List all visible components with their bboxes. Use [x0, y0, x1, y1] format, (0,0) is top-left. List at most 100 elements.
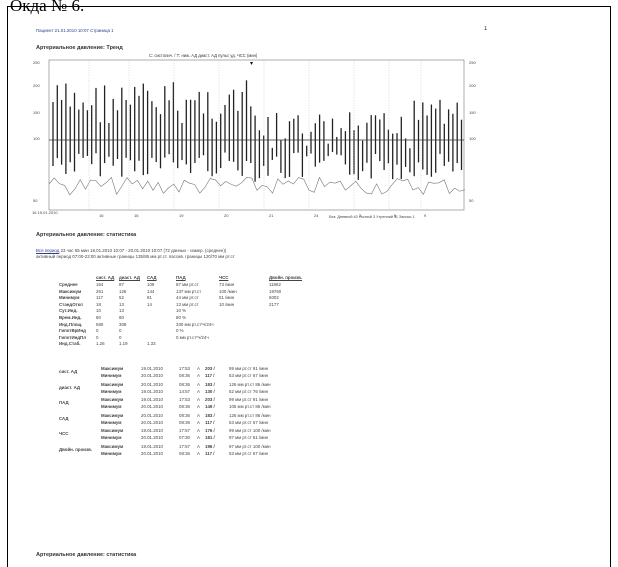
- stats-col-header: ЧСС: [219, 275, 229, 280]
- extremes-v2: 105 мм рт.ст 86 /мин: [229, 404, 271, 409]
- stats-title: Артериальное давление: статистика: [36, 232, 137, 238]
- extremes-kind: Максимум: [101, 381, 124, 387]
- stats-row-label: Инд.Стаб.: [59, 341, 81, 347]
- extremes-v2: 53 мм рт.ст 67 /мин: [229, 419, 269, 425]
- stats-cell: 164: [96, 282, 104, 287]
- stats-cell: 81: [147, 295, 152, 301]
- extremes-v1: 183 /: [205, 381, 215, 387]
- chart-x-tick: 20: [224, 213, 229, 218]
- extremes-time: 17:53: [179, 397, 190, 402]
- extremes-v2: 53 мм рт.ст 67 /мин: [229, 373, 269, 378]
- extremes-time: 07:30: [179, 435, 190, 440]
- extremes-time: 08:36: [179, 404, 190, 409]
- stats-row-label: Инд.Площ.: [59, 321, 83, 327]
- extremes-date: 20.01.2010: [141, 381, 163, 387]
- stats-cell: 13: [119, 301, 124, 307]
- extremes-time: 08:36: [179, 450, 190, 456]
- stats-cell: 87: [119, 282, 124, 287]
- chart-x-tick: 19: [179, 213, 184, 218]
- period-line: Вся период 23 час 55 мин 18.01.2010 10:0…: [36, 248, 226, 253]
- stats-cell: 51 /мин: [219, 295, 235, 301]
- extremes-v2: 99 мм рт.ст 91 /мин: [229, 366, 269, 371]
- stats-row-label: Минимум: [59, 295, 80, 301]
- stats-row-label: Сут.Инд.: [59, 308, 78, 314]
- extremes-v2: 97 мм рт.ст 51 /мин: [229, 435, 269, 440]
- extremes-date: 20.01.2010: [141, 435, 163, 440]
- extremes-flag: A: [197, 397, 200, 402]
- stats-cell: 10: [96, 308, 101, 314]
- extremes-date: 20.01.2010: [141, 450, 163, 456]
- extremes-kind: Максимум: [101, 412, 124, 418]
- extremes-kind: Максимум: [101, 428, 124, 433]
- extremes-kind: Минимум: [101, 388, 122, 394]
- extremes-flag: A: [197, 435, 200, 440]
- stats-col-header: Двойн. произв.: [269, 275, 303, 280]
- extremes-v2: 52 мм рт.ст 76 /мин: [229, 388, 269, 394]
- chart-y-right-tick: 250: [469, 60, 476, 65]
- extremes-flag: A: [197, 381, 200, 387]
- chart-top-legend: С: систолич. / Т: ниж. АД диаст. АД пуль…: [149, 53, 258, 58]
- extremes-time: 08:36: [179, 373, 190, 378]
- extremes-time: 08:36: [179, 412, 190, 418]
- chart-x-tick: 24: [314, 213, 319, 218]
- extremes-date: 19.01.2010: [141, 366, 163, 371]
- extremes-kind: Максимум: [101, 366, 124, 371]
- chart-x-tick: 3: [359, 213, 362, 218]
- period-link[interactable]: Вся период: [36, 248, 60, 253]
- chart-y-left-tick: 100: [33, 136, 40, 141]
- extremes-group-label: ЧСС: [59, 431, 69, 436]
- stats-cell: 126: [119, 288, 127, 294]
- extremes-v1: 183 /: [205, 412, 215, 418]
- chart-x-tick: 6: [394, 213, 397, 218]
- chart-y-right-tick: 100: [469, 136, 476, 141]
- stats-cell: 0: [119, 328, 122, 334]
- stats-cell: 100 /мин: [219, 288, 237, 294]
- stats-cell: 73 /мин: [219, 282, 235, 287]
- stats-cell: 0: [119, 334, 122, 340]
- page-number: 1: [484, 26, 488, 32]
- stats-cell: 52: [119, 295, 124, 301]
- chart-x-tick: 16: [134, 213, 139, 218]
- extremes-date: 19.01.2010: [141, 443, 163, 449]
- document-frame: [7, 6, 611, 567]
- stats-cell: 0 мм рт.ст*ч/24ч: [176, 334, 209, 340]
- stats-cell: 144: [147, 288, 155, 294]
- stats-row-label: ГипотИндПл: [59, 334, 86, 340]
- chart-y-left-tick: 50: [33, 198, 38, 203]
- extremes-flag: A: [197, 443, 200, 449]
- stats-col-header: САД: [147, 275, 157, 280]
- stats-cell: 0 %: [176, 328, 184, 334]
- extremes-flag: A: [197, 412, 200, 418]
- extremes-date: 20.01.2010: [141, 412, 163, 418]
- extremes-time: 17:53: [179, 366, 190, 371]
- stats-row-label: СтандОткл: [59, 301, 83, 307]
- chart-bottom-legend: Без: Дневной 40 Ночной 3 Утренний 11 Зап…: [329, 215, 415, 219]
- extremes-flag: A: [197, 419, 200, 425]
- extremes-group-label: сист. АД: [59, 369, 78, 374]
- chart-y-right-tick: 150: [469, 110, 476, 115]
- extremes-v2: 99 мм рт.ст 91 /мин: [229, 397, 269, 402]
- extremes-v1: 203 /: [205, 366, 215, 371]
- extremes-date: 19.01.2010: [141, 397, 163, 402]
- extremes-kind: Максимум: [101, 397, 124, 402]
- extremes-flag: A: [197, 388, 200, 394]
- stats-col-header: сист. АД: [96, 275, 115, 280]
- report-page: Пациент 21.01.2010 10:07 Страница 1 1 Ар…: [29, 20, 489, 565]
- stats-cell: 308: [119, 321, 127, 327]
- chart-y-right-tick: 50: [469, 198, 474, 203]
- extremes-time: 17:57: [179, 443, 190, 449]
- extremes-v1: 117 /: [205, 450, 215, 456]
- stats-cell: 87 мм рт.ст: [176, 282, 199, 287]
- stats-cell: 117: [96, 295, 103, 301]
- extremes-v1: 130 /: [205, 388, 215, 394]
- stats-col-header: диаст. АД: [119, 275, 141, 280]
- stats-cell: 0: [96, 328, 99, 334]
- extremes-v2: 53 мм рт.ст 67 /мин: [229, 450, 269, 456]
- extremes-v1: 176 /: [205, 428, 215, 433]
- stats-cell: 80: [119, 315, 124, 320]
- stats-cell: 18: [96, 301, 101, 307]
- figure-caption: Окда № 6.: [10, 0, 85, 15]
- chart-y-left-tick: 150: [33, 110, 40, 115]
- stats-cell: 11862: [269, 282, 281, 287]
- extremes-kind: Минимум: [101, 373, 122, 378]
